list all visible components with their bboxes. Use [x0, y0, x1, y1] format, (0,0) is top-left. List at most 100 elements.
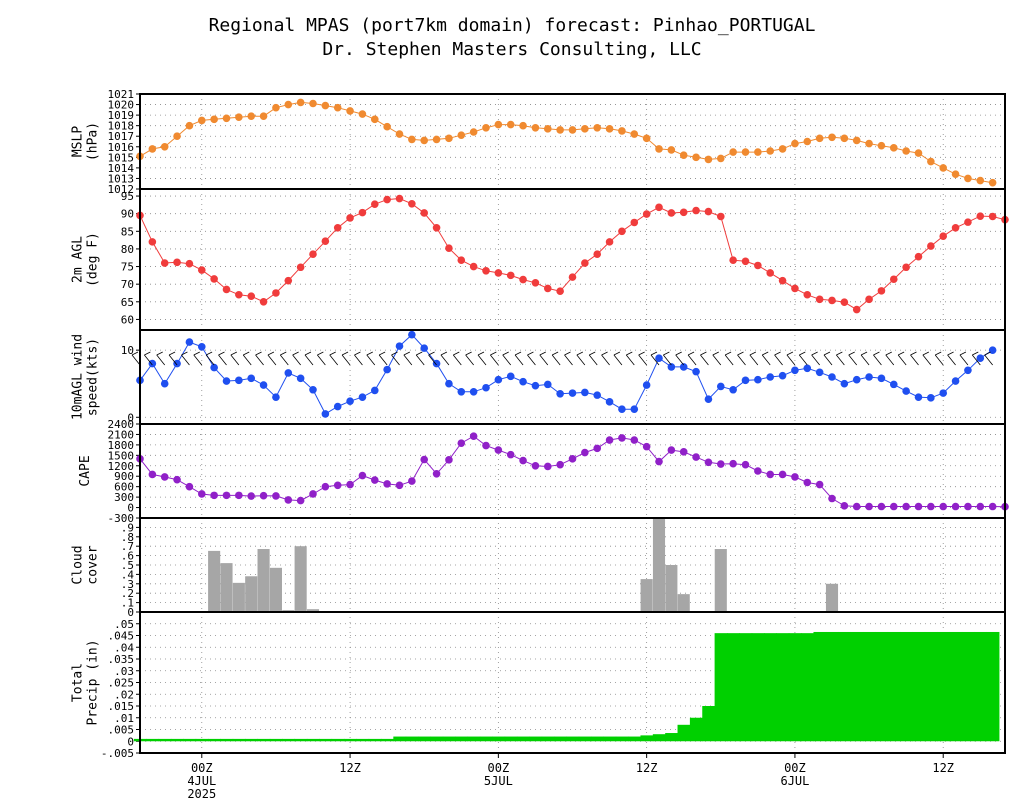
temp-point: [543, 284, 552, 293]
wind-barb-staff: [959, 354, 969, 366]
wind-barb-feather: [292, 351, 299, 356]
wind-barb-staff: [354, 354, 363, 366]
temp-point: [605, 238, 614, 246]
wind-barb-icon: [539, 351, 549, 366]
wind-barb-icon: [230, 351, 240, 366]
cape-point: [235, 491, 243, 500]
wind-barb-staff: [749, 354, 759, 366]
temp-point: [988, 212, 997, 221]
wind-barb-staff: [490, 354, 499, 366]
wind-barb-icon: [551, 351, 561, 366]
wind-barb-staff: [823, 354, 833, 366]
wind-point: [704, 395, 713, 403]
y-tick-label: .015: [108, 700, 135, 713]
mslp-point: [642, 134, 651, 143]
wind-barb-icon: [798, 351, 808, 366]
precip-bar: [665, 733, 679, 742]
temp-point: [828, 296, 836, 305]
cape-point: [284, 496, 293, 504]
x-tick-label: 00Z: [191, 761, 213, 775]
wind-barb-staff: [329, 354, 339, 366]
precip-bar: [566, 736, 580, 742]
temp-point: [284, 276, 293, 285]
wind-point: [593, 391, 602, 399]
wind-barb-staff: [798, 354, 808, 366]
wind-barb-icon: [897, 351, 907, 366]
mslp-point: [346, 107, 354, 115]
wind-barb-icon: [749, 351, 759, 366]
wind-barb-feather: [304, 351, 312, 356]
wind-barb-feather: [403, 351, 411, 356]
y-tick-label: .2: [121, 587, 134, 600]
cape-point: [296, 496, 305, 505]
wind-barb-staff: [625, 354, 635, 366]
mslp-point: [296, 98, 305, 107]
cape-point: [210, 491, 218, 500]
cloud-bar: [677, 594, 690, 612]
wind-barb-staff: [514, 354, 524, 366]
wind-barb-icon: [724, 351, 734, 366]
cape-point: [939, 502, 948, 511]
wind-point: [296, 374, 305, 383]
temp-point: [815, 295, 824, 304]
wind-barb-icon: [675, 351, 685, 366]
wind-barb-staff: [242, 354, 252, 366]
cloud-bar: [652, 518, 666, 612]
mslp-point: [556, 126, 564, 134]
cape-point: [778, 470, 787, 479]
temp-point: [754, 261, 762, 270]
mslp-point: [185, 121, 194, 130]
temp-point: [704, 207, 713, 216]
wind-barb-icon: [984, 351, 993, 366]
mslp-point: [754, 148, 762, 156]
wind-barb-feather: [848, 351, 855, 356]
temp-point: [457, 256, 466, 265]
wind-barb-feather: [539, 351, 546, 356]
wind-barb-feather: [885, 351, 892, 356]
mslp-point: [630, 130, 639, 138]
temp-point: [247, 292, 256, 300]
wind-point: [160, 379, 169, 388]
temp-ylabel: (deg F): [86, 232, 101, 287]
mslp-point: [247, 112, 256, 120]
cape-point: [222, 491, 231, 500]
precip-bar: [430, 736, 444, 742]
y-tick-label: 0: [127, 606, 134, 619]
precip-bar: [269, 738, 283, 742]
wind-barb-feather: [243, 351, 250, 356]
temp-point: [655, 203, 663, 212]
mslp-point: [704, 155, 713, 164]
wind-barb-feather: [712, 351, 719, 356]
temp-point: [346, 214, 354, 222]
chart-title: Regional MPAS (port7km domain) forecast:…: [209, 15, 816, 36]
temp-point: [321, 237, 330, 245]
y-tick-label: .035: [108, 653, 135, 666]
cloud-bar: [269, 567, 282, 612]
precip-bar: [726, 633, 740, 742]
temp-point: [840, 298, 849, 306]
wind-barb-feather: [453, 351, 460, 356]
wind-point: [778, 371, 787, 380]
wind-line: [139, 333, 993, 415]
mslp-point: [618, 127, 626, 135]
wind-barb-staff: [836, 354, 845, 366]
wind-barb-icon: [465, 351, 474, 366]
wind-point: [284, 369, 293, 377]
wind-barb-icon: [279, 351, 289, 366]
temp-point: [420, 209, 429, 217]
wind-barb-staff: [452, 354, 462, 366]
wind-barb-icon: [910, 351, 919, 366]
cloud-bar: [825, 583, 839, 612]
y-tick-label: -.005: [101, 747, 134, 760]
wind-point: [766, 373, 775, 381]
wind-point: [902, 387, 910, 395]
precip-bar: [937, 631, 950, 742]
precip-bar: [862, 631, 876, 742]
wind-barb-feather: [576, 351, 584, 356]
wind-point: [469, 387, 478, 396]
temp-point: [408, 200, 416, 208]
cape-point: [370, 476, 379, 484]
wind-barb-feather: [922, 351, 930, 356]
cloud-bar: [714, 549, 727, 612]
